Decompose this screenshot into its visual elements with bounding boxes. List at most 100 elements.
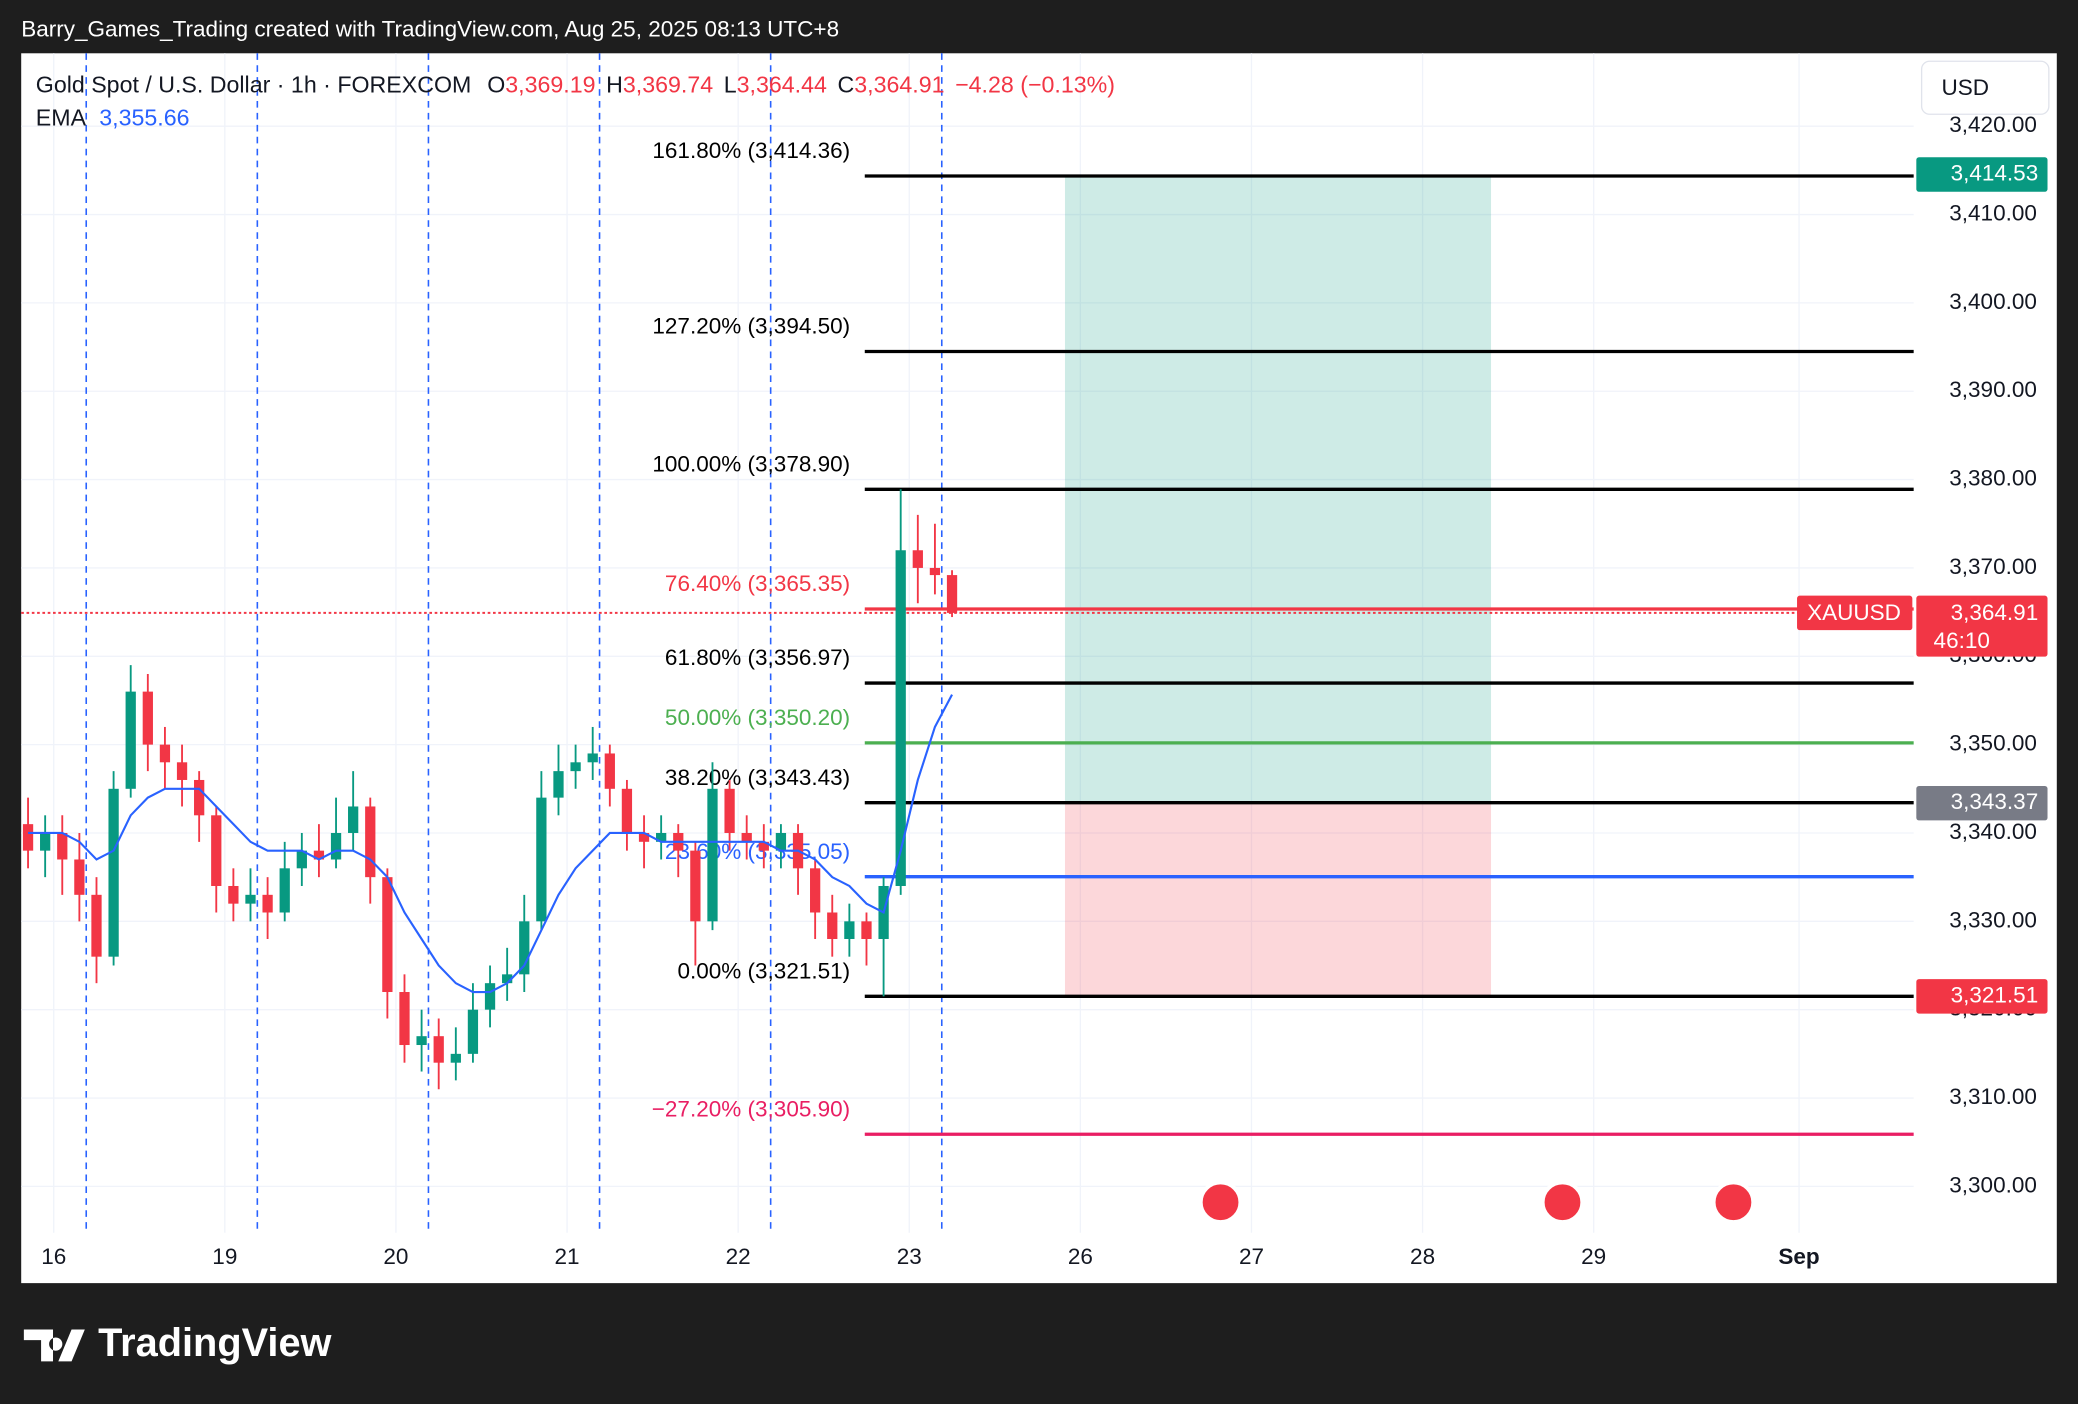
symbol-legend: Gold Spot / U.S. Dollar · 1h · FOREXCOM O… (36, 72, 1115, 98)
ema-legend: EMA 3,355.66 (36, 105, 190, 131)
attribution: Barry_Games_Trading created with Trading… (21, 17, 839, 42)
brand-logo: TradingView (23, 1321, 332, 1365)
candle-body (279, 868, 290, 913)
candle-body (604, 753, 615, 789)
legend-key: L (724, 72, 737, 98)
candle-body (690, 850, 701, 922)
candle-body (416, 1036, 427, 1046)
candle-body (91, 894, 102, 957)
candle-body (929, 567, 941, 576)
last-price-tag (1916, 595, 2048, 657)
candle-body (176, 762, 188, 780)
candle-body (775, 832, 787, 851)
x-tick-label: 20 (383, 1244, 408, 1269)
symbol-label: XAUUSD (1807, 600, 1901, 625)
y-tick-label: 3,310.00 (1949, 1084, 2037, 1109)
x-tick-label: 22 (726, 1244, 751, 1269)
fib-label: 100.00% (3,378.90) (652, 451, 850, 476)
candle-body (502, 974, 513, 984)
entry-tag-label: 3,343.37 (1951, 789, 2039, 814)
candle-body (519, 921, 530, 975)
fib-label: 127.20% (3,394.50) (652, 314, 850, 339)
candle-body (262, 894, 273, 913)
x-tick-label: 29 (1581, 1244, 1606, 1269)
legend-key: O (487, 72, 505, 98)
candle-body (656, 832, 667, 842)
candle-body (741, 832, 752, 842)
legend-value: 3,364.44 (737, 72, 827, 98)
candle-body (844, 921, 855, 939)
ema-name: EMA (36, 105, 87, 131)
candle-body (348, 806, 359, 833)
x-tick-label: Sep (1778, 1244, 1819, 1269)
candle-body (587, 753, 598, 763)
x-tick-label: 27 (1239, 1244, 1264, 1269)
candle-body (638, 832, 650, 842)
legend-key: C (838, 72, 855, 98)
candle-body (228, 885, 239, 904)
candle-body (313, 850, 325, 860)
y-tick-label: 3,420.00 (1949, 112, 2037, 137)
stop-zone (1064, 803, 1492, 997)
legend-value: 3,369.19 (505, 72, 595, 98)
fib-label: −27.20% (3,305.90) (652, 1096, 850, 1121)
event-icon[interactable] (1540, 1180, 1585, 1225)
currency-button[interactable] (1920, 60, 2050, 115)
x-tick-label: 23 (897, 1244, 922, 1269)
entry-tag (1916, 785, 2048, 821)
candle-body (125, 691, 136, 789)
candle-body (536, 797, 547, 922)
ema-value: 3,355.66 (99, 105, 189, 131)
brand-name: TradingView (98, 1321, 331, 1365)
legend-value: 3,369.74 (623, 72, 713, 98)
fib-label: 61.80% (3,356.97) (665, 645, 850, 670)
candle-body (484, 983, 496, 1010)
chart-panel (21, 53, 2057, 1284)
symbol-tag (1797, 595, 1913, 631)
y-tick-label: 3,340.00 (1949, 819, 2037, 844)
candle-body (450, 1053, 461, 1063)
candle-body (946, 575, 958, 613)
candle-body (570, 762, 581, 772)
candle-body (912, 550, 923, 568)
legend-key: H (606, 72, 623, 98)
last-price-label: 3,364.91 (1951, 600, 2039, 625)
y-tick-label: 3,380.00 (1949, 466, 2037, 491)
currency-label: USD (1941, 75, 1989, 100)
x-tick-label: 16 (41, 1244, 66, 1269)
y-tick-label: 3,370.00 (1949, 554, 2037, 579)
candle-body (142, 691, 153, 745)
y-tick-label: 3,400.00 (1949, 289, 2037, 314)
candle-body (211, 815, 222, 886)
fib-label: 161.80% (3,414.36) (652, 138, 850, 163)
fib-label: 38.20% (3,343.43) (665, 765, 850, 790)
candle-body (399, 992, 410, 1046)
y-tick-label: 3,410.00 (1949, 200, 2037, 225)
event-icon[interactable] (1198, 1180, 1243, 1225)
candle-body (74, 859, 85, 895)
x-tick-label: 26 (1068, 1244, 1093, 1269)
candle-body (194, 779, 205, 816)
legend-value: 3,364.91 (854, 72, 944, 98)
candle-body (553, 771, 564, 798)
candle-body (365, 806, 376, 878)
x-tick-label: 28 (1410, 1244, 1435, 1269)
target-tag (1916, 157, 2048, 192)
fib-label: 76.40% (3,365.35) (665, 571, 850, 596)
candle-body (108, 788, 119, 957)
candle-body (861, 921, 872, 939)
target-tag-label: 3,414.53 (1951, 160, 2039, 185)
candle-body (895, 550, 906, 886)
candle-body (159, 744, 171, 763)
y-tick-label: 3,390.00 (1949, 377, 2037, 402)
legend-change: −4.28 (−0.13%) (955, 72, 1115, 98)
event-icon[interactable] (1711, 1180, 1756, 1225)
candle-body (433, 1036, 444, 1063)
candle-body (467, 1009, 479, 1054)
candle-body (621, 788, 633, 833)
candle-body (245, 894, 256, 904)
logo-mark (23, 1329, 85, 1362)
candle-body (330, 832, 342, 860)
candle-body (810, 868, 821, 913)
fib-label: 50.00% (3,350.20) (665, 705, 850, 730)
